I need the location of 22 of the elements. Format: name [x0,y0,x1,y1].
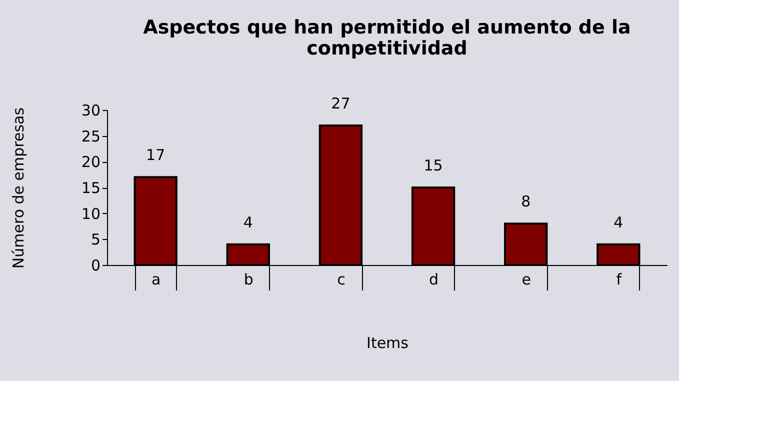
x-tick-label: a [151,270,161,288]
data-label: 4 [614,213,624,232]
data-label: 17 [146,146,166,164]
y-tick-label: 25 [81,127,100,146]
x-tick-label: b [244,270,254,288]
y-tick-label: 20 [81,153,100,172]
x-tick-label: f [616,270,622,288]
x-axis-title: Items [366,334,409,352]
y-tick-label: 10 [81,204,100,223]
y-axis-title: Número de empresas [9,107,28,269]
chart-title: Aspectos que han permitido el aumento de la competitividad [143,16,631,60]
data-label: 4 [243,213,253,232]
data-label: 15 [424,156,443,174]
y-tick-label: 15 [81,179,100,197]
y-tick-label: 30 [81,102,100,120]
y-tick-label: 0 [90,256,100,274]
x-tick-label: e [522,270,531,288]
data-label: 8 [521,192,531,211]
data-label: 27 [331,94,350,112]
x-tick-label: d [429,270,439,288]
y-tick-label: 5 [90,230,100,249]
x-tick-label: c [337,270,346,288]
